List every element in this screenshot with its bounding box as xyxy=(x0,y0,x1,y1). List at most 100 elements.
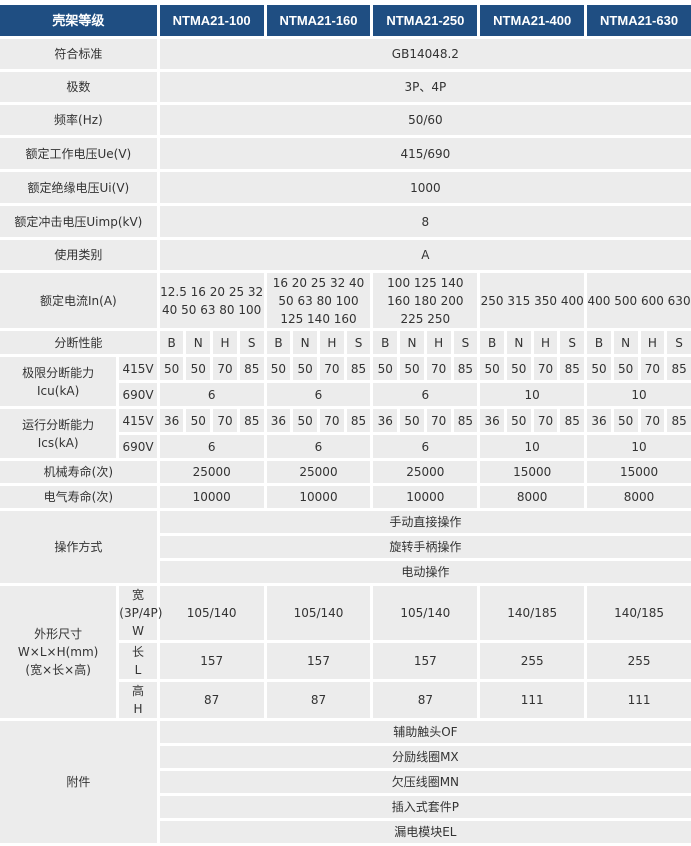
voltage-label: 690V xyxy=(119,435,157,458)
row-label: 额定工作电压Ue(V) xyxy=(0,138,157,169)
breaking-grade: B xyxy=(266,331,291,354)
ics-415-value: 85 xyxy=(346,409,371,432)
table-row: 欠压线圈MN xyxy=(0,771,691,793)
icu-690-value: 6 xyxy=(373,383,478,406)
row-label: 频率(Hz) xyxy=(0,105,157,135)
mechanical-life-value: 25000 xyxy=(159,461,264,483)
icu-415-value: 85 xyxy=(346,357,371,380)
breaking-grade: B xyxy=(480,331,504,354)
ics-415-value: 36 xyxy=(373,409,398,432)
rated-current-value: 100 125 140 160 180 200 225 250 xyxy=(373,273,478,328)
dimension-value: 140/185 xyxy=(480,586,585,640)
row-label: 极数 xyxy=(0,72,157,102)
electrical-life-value: 10000 xyxy=(159,486,264,508)
row-value: A xyxy=(159,240,691,270)
icu-415-value: 70 xyxy=(319,357,344,380)
mechanical-life-label: 机械寿命(次) xyxy=(0,461,157,483)
ics-415-value: 70 xyxy=(640,409,665,432)
mechanical-life-value: 25000 xyxy=(266,461,371,483)
ics-415-value: 70 xyxy=(426,409,451,432)
breaking-grade: S xyxy=(453,331,478,354)
header-model: NTMA21-250 xyxy=(373,5,478,36)
row-value: 1000 xyxy=(159,172,691,203)
icu-415-value: 50 xyxy=(293,357,317,380)
row-value: GB14048.2 xyxy=(159,39,691,69)
icu-415-value: 50 xyxy=(373,357,398,380)
breaking-grade: B xyxy=(373,331,398,354)
breaking-grade: N xyxy=(400,331,424,354)
table-row: 分励线圈MX xyxy=(0,746,691,768)
icu-415-value: 70 xyxy=(533,357,558,380)
electrical-life-value: 10000 xyxy=(373,486,478,508)
dimension-value: 157 xyxy=(159,643,264,679)
ics-415-value: 70 xyxy=(533,409,558,432)
header-model: NTMA21-630 xyxy=(587,5,691,36)
ics-690-value: 6 xyxy=(266,435,371,458)
table-row: 外形尺寸 W×L×H(mm) (宽×长×高) 宽(3P/4P) W 105/140 105/… xyxy=(0,586,691,718)
icu-label: 极限分断能力 Icu(kA) xyxy=(0,357,117,406)
breaking-grade: H xyxy=(319,331,344,354)
icu-415-value: 50 xyxy=(480,357,504,380)
table-row: 附件 辅助触头OF xyxy=(0,721,691,843)
breaking-grade: S xyxy=(667,331,691,354)
row-value: 8 xyxy=(159,206,691,237)
icu-690-value: 6 xyxy=(159,383,264,406)
row-value: 50/60 xyxy=(159,105,691,135)
row-label: 使用类别 xyxy=(0,240,157,270)
ics-690-value: 6 xyxy=(373,435,478,458)
dimension-value: 157 xyxy=(373,643,478,679)
accessories-label: 附件 xyxy=(0,721,157,843)
breaking-grade: H xyxy=(426,331,451,354)
dimension-value: 87 xyxy=(266,682,371,718)
dimensions-label: 外形尺寸 W×L×H(mm) (宽×长×高) xyxy=(0,586,117,718)
breaking-grade: S xyxy=(239,331,264,354)
table-row: 电动操作 xyxy=(0,561,691,583)
rated-current-value: 250 315 350 400 xyxy=(480,273,585,328)
dimension-value: 111 xyxy=(480,682,585,718)
accessory-item: 辅助触头OF xyxy=(159,721,691,743)
table-row: 分断性能 B N H S B N H S B N H S B N H S B N H S xyxy=(0,331,691,354)
electrical-life-value: 8000 xyxy=(587,486,691,508)
icu-415-value: 50 xyxy=(400,357,424,380)
dimension-value: 157 xyxy=(266,643,371,679)
breaking-grade: S xyxy=(560,331,585,354)
table-row: 电气寿命(次) 10000 10000 10000 8000 8000 xyxy=(0,486,691,508)
breaking-grade: H xyxy=(533,331,558,354)
accessory-item: 插入式套件P xyxy=(159,796,691,818)
icu-415-value: 50 xyxy=(587,357,611,380)
icu-690-value: 10 xyxy=(480,383,585,406)
rated-current-value: 16 20 25 32 40 50 63 80 100 125 140 160 xyxy=(266,273,371,328)
electrical-life-value: 8000 xyxy=(480,486,585,508)
row-label: 分断性能 xyxy=(0,331,157,354)
ics-415-value: 50 xyxy=(613,409,638,432)
ics-415-value: 36 xyxy=(480,409,504,432)
table-row: 使用类别 A xyxy=(0,240,691,270)
electrical-life-label: 电气寿命(次) xyxy=(0,486,157,508)
dimension-value: 140/185 xyxy=(587,586,691,640)
table-row: 690V 6 6 6 10 10 xyxy=(0,435,691,458)
ics-415-value: 85 xyxy=(453,409,478,432)
ics-415-value: 50 xyxy=(293,409,317,432)
icu-415-value: 50 xyxy=(186,357,211,380)
ics-690-value: 10 xyxy=(587,435,691,458)
ics-415-value: 50 xyxy=(186,409,211,432)
dimension-value: 105/140 xyxy=(266,586,371,640)
icu-415-value: 50 xyxy=(266,357,291,380)
table-row: 符合标准 GB14048.2 xyxy=(0,39,691,69)
icu-415-value: 70 xyxy=(426,357,451,380)
ics-415-value: 50 xyxy=(506,409,531,432)
table-row: 壳架等级 NTMA21-100 NTMA21-160 NTMA21-250 NTMA21… xyxy=(0,5,691,36)
breaking-grade: N xyxy=(506,331,531,354)
ics-690-value: 6 xyxy=(159,435,264,458)
operation-item: 手动直接操作 xyxy=(159,511,691,533)
ics-415-value: 85 xyxy=(560,409,585,432)
row-label: 额定绝缘电压Ui(V) xyxy=(0,172,157,203)
voltage-label: 415V xyxy=(119,409,157,432)
icu-415-value: 70 xyxy=(640,357,665,380)
icu-690-value: 10 xyxy=(587,383,691,406)
icu-415-value: 50 xyxy=(613,357,638,380)
dimension-value: 111 xyxy=(587,682,691,718)
